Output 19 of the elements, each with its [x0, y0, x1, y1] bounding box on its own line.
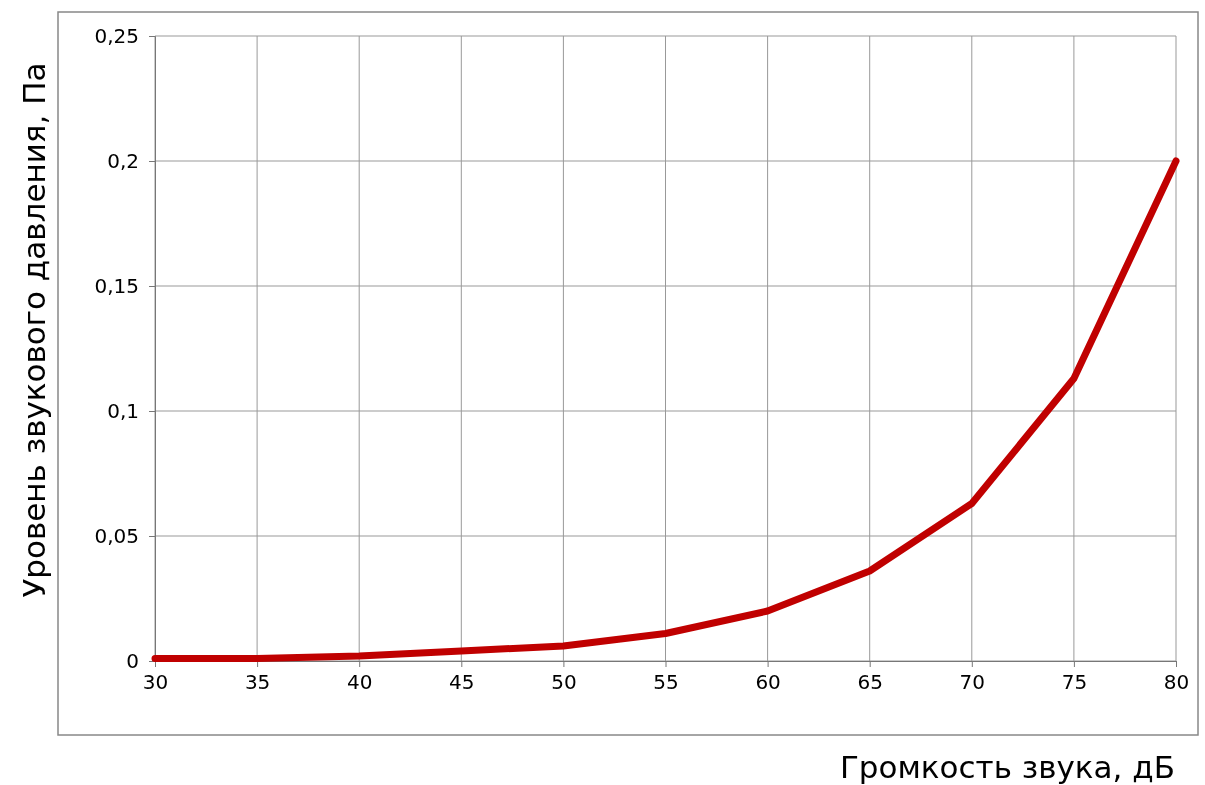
x-tick-label: 30 [142, 670, 169, 695]
x-tick-label: 70 [959, 670, 986, 695]
x-tick-label: 65 [857, 670, 883, 695]
x-tick-label: 80 [1163, 670, 1190, 695]
y-tick-label: 0,05 [94, 523, 139, 548]
x-axis-title: Громкость звука, дБ [839, 749, 1175, 785]
y-tick-label: 0,15 [94, 273, 139, 298]
y-tick-label: 0,1 [107, 398, 139, 423]
x-tick-label: 55 [653, 670, 679, 695]
y-axis-title: Уровень звукового давления, Па [16, 62, 52, 598]
x-tick-label: 60 [755, 670, 781, 695]
y-tick-label: 0,25 [94, 23, 139, 48]
x-tick-label: 35 [244, 670, 271, 695]
x-tick-label: 50 [551, 670, 577, 695]
y-tick-label: 0,2 [107, 148, 139, 173]
x-tick-label: 40 [346, 670, 373, 695]
y-tick-label: 0 [126, 648, 139, 673]
x-tick-label: 45 [449, 670, 475, 695]
x-tick-label: 75 [1061, 670, 1088, 695]
